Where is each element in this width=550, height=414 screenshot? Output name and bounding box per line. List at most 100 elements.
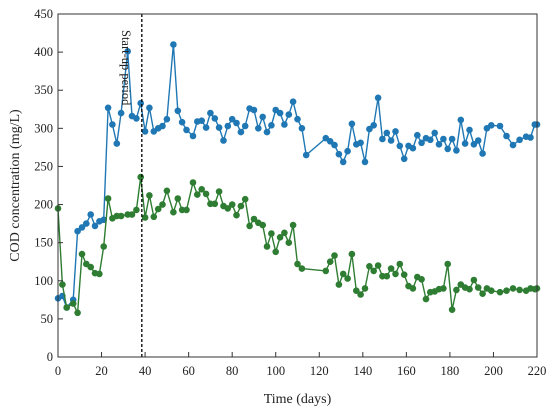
series-2-point <box>361 285 369 292</box>
series-1-point <box>178 118 186 126</box>
series-1-point <box>91 222 99 230</box>
x-tick-label: 180 <box>441 364 460 378</box>
series-1-point <box>331 141 338 149</box>
series-2 <box>54 173 541 317</box>
series-1-point <box>431 129 439 137</box>
y-tick-label: 0 <box>47 350 53 364</box>
series-1-point <box>387 137 395 144</box>
series-1-point <box>74 227 81 235</box>
series-1-point <box>83 220 90 227</box>
series-1-point <box>503 132 510 140</box>
series-2-point <box>202 190 210 198</box>
series-2-point <box>174 195 182 202</box>
series-2-point <box>154 205 162 213</box>
series-1-point <box>250 106 258 114</box>
x-axis-title: Time (days) <box>264 392 332 407</box>
series-2-point <box>141 214 149 221</box>
series-1-point <box>396 142 404 150</box>
series-1-point <box>183 126 190 134</box>
series-2-point <box>281 229 288 237</box>
series-2-point <box>466 285 473 293</box>
series-1-point <box>133 115 140 122</box>
series-1-point <box>211 115 219 122</box>
series-2-point <box>137 173 144 181</box>
series-1-point <box>527 134 534 141</box>
series-2-point <box>344 275 351 282</box>
series-1-point <box>78 224 86 231</box>
series-1-point <box>348 120 356 128</box>
series-1-point <box>285 111 293 118</box>
series-2-point <box>348 250 356 258</box>
series-2-point <box>74 309 81 317</box>
series-2-point <box>183 206 190 214</box>
series-1-point <box>224 122 232 130</box>
series-1-point <box>435 141 443 148</box>
series-2-point <box>294 260 301 268</box>
series-2-point <box>246 222 253 230</box>
annotation-layer: Start-up period <box>119 14 143 357</box>
series-2-point <box>496 288 504 296</box>
series-1-point <box>117 109 125 117</box>
series-1-point <box>202 124 210 131</box>
series-2-point <box>211 200 219 208</box>
series-2-point <box>276 234 284 241</box>
series-1-point <box>215 124 223 131</box>
series-2-point <box>448 306 456 314</box>
series-2-point <box>194 191 201 198</box>
series-2-point <box>474 284 482 291</box>
series-2-point <box>470 276 478 284</box>
series-2-point <box>479 290 486 298</box>
series-1-point <box>276 109 284 117</box>
y-tick-label: 250 <box>34 159 53 173</box>
series-2-point <box>409 285 417 292</box>
y-tick-label: 450 <box>34 7 53 21</box>
x-tick-label: 160 <box>397 364 416 378</box>
series-2-point <box>453 286 460 294</box>
series-1-point <box>124 48 131 55</box>
series-1-point <box>474 137 482 144</box>
series-2-point <box>383 272 391 280</box>
series-2-point <box>335 281 343 288</box>
series-2-line <box>57 177 538 316</box>
series-1-point <box>470 141 478 148</box>
series-2-point <box>370 267 378 275</box>
series-1-point <box>488 122 495 129</box>
series-2-point <box>285 239 293 246</box>
series-2-point <box>100 243 107 250</box>
series-2-point <box>87 263 94 271</box>
series-1-point <box>170 41 177 48</box>
series-2-point <box>104 195 112 202</box>
series-1-point <box>392 128 399 135</box>
series-1-point <box>281 121 288 128</box>
series-1-point <box>370 122 378 129</box>
series-1-point <box>137 99 144 107</box>
y-tick-label: 350 <box>34 83 53 97</box>
series-1-point <box>448 135 456 143</box>
series-1-point <box>466 126 473 134</box>
series-1-point <box>104 104 112 112</box>
x-tick-label: 0 <box>55 364 61 378</box>
series-2-point <box>374 262 382 269</box>
series-2-point <box>63 304 70 311</box>
series-2-point <box>117 212 125 220</box>
series-1-point <box>414 131 421 139</box>
series-2-point <box>268 230 275 237</box>
series-2-point <box>366 263 373 270</box>
ticks-layer: 0 50 100 150 200 250 300 350 400 450 0 20 40 60 80 100 1… <box>34 7 546 378</box>
x-tick-label: 20 <box>95 364 108 378</box>
start-up-period-label: Start-up period <box>119 30 133 106</box>
series-1-point <box>109 121 116 128</box>
series-2-point <box>392 270 399 278</box>
series-2-point <box>396 260 404 268</box>
series-1-point <box>366 125 373 133</box>
series-2-point <box>233 211 240 219</box>
series-2-point <box>339 270 347 278</box>
y-tick-label: 100 <box>34 274 53 288</box>
series-1 <box>54 41 541 311</box>
series-2-point <box>263 243 271 250</box>
series-1-point <box>409 144 417 152</box>
series-1-point <box>344 147 351 155</box>
series-1-point <box>400 155 408 163</box>
series-2-point <box>189 179 197 186</box>
